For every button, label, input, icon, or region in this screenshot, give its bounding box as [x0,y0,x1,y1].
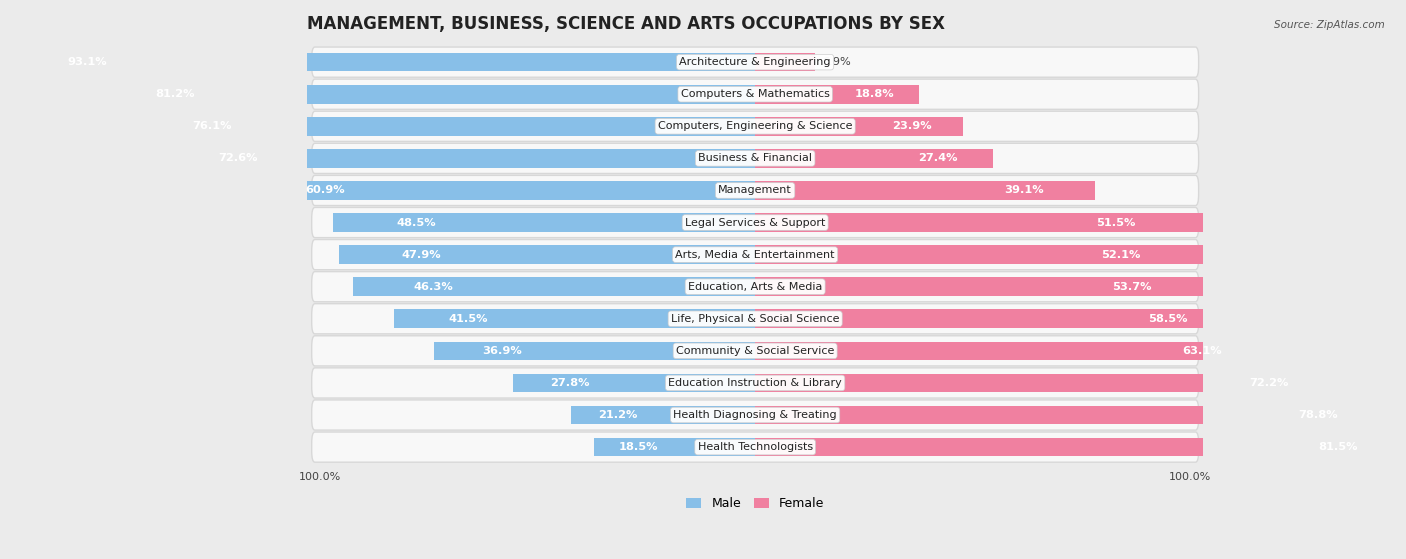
Bar [225,181,755,200]
Text: MANAGEMENT, BUSINESS, SCIENCE AND ARTS OCCUPATIONS BY SEX: MANAGEMENT, BUSINESS, SCIENCE AND ARTS O… [308,15,945,33]
FancyBboxPatch shape [312,47,1198,77]
Text: 81.5%: 81.5% [1317,442,1358,452]
Text: 72.6%: 72.6% [218,153,259,163]
Text: Community & Social Service: Community & Social Service [676,346,834,356]
Text: 63.1%: 63.1% [1182,346,1222,356]
FancyBboxPatch shape [312,400,1198,430]
Bar [755,438,1406,456]
FancyBboxPatch shape [312,176,1198,206]
Text: Health Diagnosing & Treating: Health Diagnosing & Treating [673,410,837,420]
Bar [333,213,755,232]
Bar [755,213,1204,232]
Bar [755,53,815,72]
Text: 18.5%: 18.5% [619,442,658,452]
Text: Computers & Mathematics: Computers & Mathematics [681,89,830,99]
Bar [755,277,1222,296]
Legend: Male, Female: Male, Female [682,492,830,515]
Bar [49,85,755,103]
Text: 52.1%: 52.1% [1101,250,1140,259]
Text: Legal Services & Support: Legal Services & Support [685,217,825,228]
Text: Education, Arts & Media: Education, Arts & Media [688,282,823,292]
Text: 76.1%: 76.1% [193,121,232,131]
Bar [755,85,918,103]
FancyBboxPatch shape [312,143,1198,173]
Text: 23.9%: 23.9% [893,121,932,131]
Bar [755,406,1406,424]
Text: 93.1%: 93.1% [67,57,107,67]
FancyBboxPatch shape [312,336,1198,366]
Bar [0,53,755,72]
Bar [93,117,755,136]
Text: 27.8%: 27.8% [550,378,589,388]
Bar [755,310,1264,328]
Text: 58.5%: 58.5% [1149,314,1188,324]
Text: 51.5%: 51.5% [1097,217,1136,228]
Text: 21.2%: 21.2% [599,410,638,420]
Text: 60.9%: 60.9% [305,186,344,196]
FancyBboxPatch shape [312,304,1198,334]
Text: Management: Management [718,186,792,196]
Text: 53.7%: 53.7% [1112,282,1152,292]
Text: Business & Financial: Business & Financial [699,153,813,163]
FancyBboxPatch shape [312,240,1198,269]
Text: 27.4%: 27.4% [918,153,957,163]
Text: 78.8%: 78.8% [1298,410,1337,420]
Text: Architecture & Engineering: Architecture & Engineering [679,57,831,67]
Text: 36.9%: 36.9% [482,346,522,356]
Bar [755,245,1208,264]
Text: 48.5%: 48.5% [396,217,436,228]
Text: 47.9%: 47.9% [401,250,440,259]
FancyBboxPatch shape [312,272,1198,302]
Bar [353,277,755,296]
Bar [755,149,994,168]
Bar [339,245,755,264]
Bar [755,373,1384,392]
Bar [595,438,755,456]
Text: 39.1%: 39.1% [1004,186,1045,196]
Bar [434,342,755,360]
FancyBboxPatch shape [312,432,1198,462]
FancyBboxPatch shape [312,207,1198,238]
Bar [571,406,755,424]
Text: 6.9%: 6.9% [823,57,851,67]
Bar [513,373,755,392]
Bar [755,117,963,136]
Bar [755,181,1095,200]
FancyBboxPatch shape [312,368,1198,398]
Text: 81.2%: 81.2% [155,89,194,99]
Text: 46.3%: 46.3% [413,282,453,292]
Text: 41.5%: 41.5% [449,314,488,324]
Bar [394,310,755,328]
Text: Source: ZipAtlas.com: Source: ZipAtlas.com [1274,20,1385,30]
FancyBboxPatch shape [312,111,1198,141]
Text: Education Instruction & Library: Education Instruction & Library [668,378,842,388]
FancyBboxPatch shape [312,79,1198,110]
Bar [124,149,755,168]
Text: 18.8%: 18.8% [855,89,894,99]
Text: Life, Physical & Social Science: Life, Physical & Social Science [671,314,839,324]
Text: Computers, Engineering & Science: Computers, Engineering & Science [658,121,852,131]
Bar [755,342,1303,360]
Text: 72.2%: 72.2% [1250,378,1289,388]
Text: Health Technologists: Health Technologists [697,442,813,452]
Text: Arts, Media & Entertainment: Arts, Media & Entertainment [675,250,835,259]
